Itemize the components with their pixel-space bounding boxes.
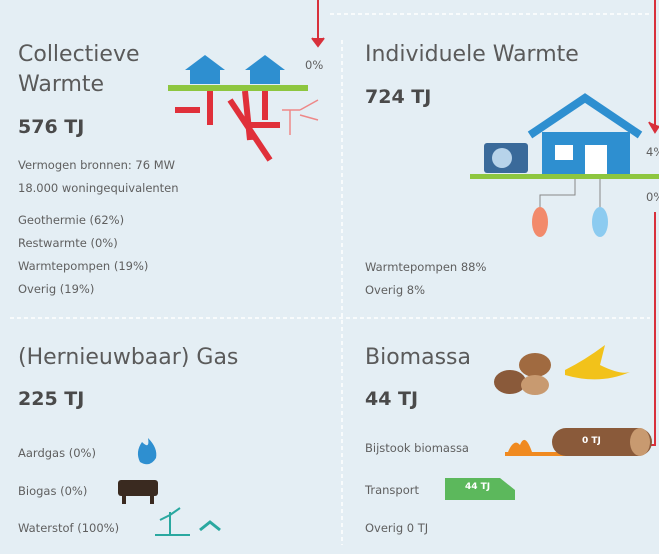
item: Overig 8% — [365, 283, 425, 297]
panel-title: Collectieve — [18, 42, 140, 67]
side-label: 0% — [646, 190, 659, 204]
item: Aardgas (0%) — [18, 446, 96, 460]
side-label: 4% — [646, 145, 659, 159]
item: Restwarmte (0%) — [18, 236, 118, 250]
individual-icon — [470, 98, 659, 237]
biomass-icons — [445, 345, 652, 500]
panel-total: 724 TJ — [365, 86, 431, 108]
panel-title: Individuele Warmte — [365, 42, 579, 67]
panel-title: Biomassa — [365, 345, 471, 370]
item: Overig (19%) — [18, 282, 94, 296]
item: Biogas (0%) — [18, 484, 87, 498]
collective-icon — [168, 55, 318, 160]
detail: Vermogen bronnen: 76 MW — [18, 158, 175, 172]
item: Waterstof (100%) — [18, 521, 119, 535]
share-label: 0% — [305, 58, 323, 72]
infographic: Collectieve Warmte 576 TJ 0% Vermogen bronne… — [0, 0, 659, 554]
item: Overig 0 TJ — [365, 521, 428, 535]
panel-title: (Hernieuwbaar) Gas — [18, 345, 238, 370]
item: Transport — [365, 483, 419, 497]
detail: 18.000 woningequivalenten — [18, 181, 179, 195]
item: Warmtepompen 88% — [365, 260, 486, 274]
panel-total: 225 TJ — [18, 388, 84, 410]
badge: 0 TJ — [582, 436, 601, 446]
panel-title: Warmte — [18, 72, 104, 97]
panel-total: 44 TJ — [365, 388, 418, 410]
dividers — [10, 14, 650, 545]
item: Warmtepompen (19%) — [18, 259, 148, 273]
badge: 44 TJ — [465, 482, 490, 492]
item: Bijstook biomassa — [365, 441, 469, 455]
panel-total: 576 TJ — [18, 116, 84, 138]
gas-icons — [118, 438, 220, 535]
item: Geothermie (62%) — [18, 213, 124, 227]
